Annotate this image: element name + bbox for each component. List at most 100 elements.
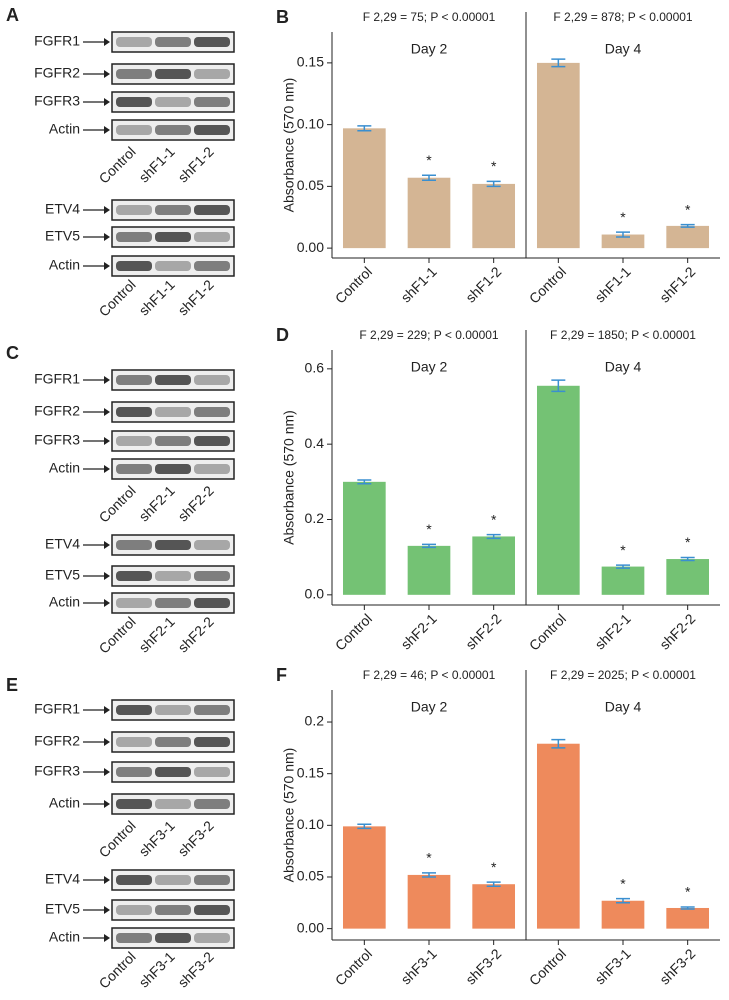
error-bar bbox=[486, 881, 501, 888]
protein-label: Actin bbox=[49, 121, 80, 137]
blot-band bbox=[155, 875, 191, 885]
blot-band bbox=[116, 540, 152, 550]
blot-band bbox=[155, 37, 191, 47]
lane-label: Control bbox=[96, 948, 139, 991]
blot-band bbox=[194, 125, 230, 135]
protein-label: FGFR1 bbox=[34, 371, 80, 387]
arrow-head bbox=[104, 408, 110, 416]
significance-mark: * bbox=[426, 521, 432, 537]
blot-band bbox=[194, 464, 230, 474]
x-tick-label: shF3-1 bbox=[398, 945, 440, 987]
bar bbox=[536, 62, 580, 249]
lane-label: shF1-2 bbox=[175, 143, 217, 185]
x-tick-label: shF1-2 bbox=[462, 263, 504, 305]
error-bar bbox=[357, 823, 372, 830]
lane-label: Control bbox=[96, 817, 139, 860]
bar bbox=[342, 481, 386, 595]
blot-band bbox=[155, 125, 191, 135]
blot-band bbox=[116, 205, 152, 215]
lane-label: shF3-2 bbox=[175, 817, 217, 859]
blot-band bbox=[155, 69, 191, 79]
lane-label: Control bbox=[96, 482, 139, 525]
bar bbox=[601, 900, 645, 929]
x-tick-label: Control bbox=[332, 263, 375, 306]
x-tick-label: Control bbox=[526, 945, 569, 988]
panel-label: A bbox=[6, 5, 19, 25]
blot-band bbox=[194, 540, 230, 550]
blot-band bbox=[155, 799, 191, 809]
protein-label: FGFR2 bbox=[34, 403, 80, 419]
y-tick-label: 0.10 bbox=[297, 816, 324, 832]
arrow-head bbox=[104, 126, 110, 134]
y-tick-label: 0.05 bbox=[297, 868, 324, 884]
arrow-head bbox=[104, 38, 110, 46]
arrow-head bbox=[104, 206, 110, 214]
bar bbox=[666, 559, 710, 595]
lane-label: shF3-1 bbox=[136, 948, 178, 990]
x-tick-label: Control bbox=[332, 610, 375, 653]
blot-band bbox=[116, 598, 152, 608]
arrow-head bbox=[104, 262, 110, 270]
significance-mark: * bbox=[426, 152, 432, 168]
blot-band bbox=[155, 261, 191, 271]
arrow-head bbox=[104, 906, 110, 914]
stats-label: F 2,29 = 878; P < 0.00001 bbox=[553, 10, 693, 24]
error-bar bbox=[680, 556, 695, 562]
x-tick-label: shF1-1 bbox=[398, 263, 440, 305]
y-axis-label: Absorbance (570 nm) bbox=[281, 78, 297, 213]
error-bar bbox=[616, 231, 630, 238]
blot-band bbox=[194, 261, 230, 271]
blot-band bbox=[116, 875, 152, 885]
blot-band bbox=[155, 540, 191, 550]
blot-band bbox=[155, 571, 191, 581]
arrow-head bbox=[104, 376, 110, 384]
blot-band bbox=[116, 767, 152, 777]
significance-mark: * bbox=[685, 534, 691, 550]
blot-band bbox=[116, 125, 152, 135]
blot-band bbox=[194, 232, 230, 242]
blot-band bbox=[194, 205, 230, 215]
blot-band bbox=[155, 598, 191, 608]
significance-mark: * bbox=[620, 209, 626, 225]
lane-label: shF2-1 bbox=[136, 482, 178, 524]
stats-label: F 2,29 = 75; P < 0.00001 bbox=[363, 10, 496, 24]
lane-label: shF1-1 bbox=[136, 143, 178, 185]
x-tick-label: shF3-2 bbox=[462, 945, 504, 987]
arrow-head bbox=[104, 465, 110, 473]
blot-band bbox=[194, 571, 230, 581]
error-bar bbox=[486, 533, 501, 540]
stats-label: F 2,29 = 229; P < 0.00001 bbox=[359, 328, 499, 342]
bar bbox=[472, 884, 516, 929]
protein-label: Actin bbox=[49, 594, 80, 610]
error-bar bbox=[551, 58, 566, 68]
x-tick-label: shF1-2 bbox=[656, 263, 698, 305]
blot-band bbox=[116, 464, 152, 474]
blot-band bbox=[155, 205, 191, 215]
bar bbox=[407, 545, 451, 595]
protein-label: FGFR3 bbox=[34, 432, 80, 448]
group-label: Day 4 bbox=[605, 41, 642, 57]
bar bbox=[407, 874, 451, 929]
significance-mark: * bbox=[491, 158, 497, 174]
lane-label: shF2-1 bbox=[136, 613, 178, 655]
protein-label: FGFR2 bbox=[34, 733, 80, 749]
blot-band bbox=[116, 69, 152, 79]
error-bar bbox=[616, 897, 630, 904]
protein-label: ETV5 bbox=[45, 567, 80, 583]
x-tick-label: shF1-1 bbox=[592, 263, 634, 305]
y-tick-label: 0.05 bbox=[297, 177, 324, 193]
blot-band bbox=[194, 933, 230, 943]
blot-band bbox=[116, 933, 152, 943]
blot-band bbox=[194, 407, 230, 417]
arrow-head bbox=[104, 706, 110, 714]
arrow-head bbox=[104, 876, 110, 884]
blot-band bbox=[194, 37, 230, 47]
significance-mark: * bbox=[685, 884, 691, 900]
protein-label: FGFR3 bbox=[34, 93, 80, 109]
blot-band bbox=[155, 407, 191, 417]
error-bar bbox=[357, 479, 372, 485]
y-tick-label: 0.2 bbox=[305, 510, 325, 526]
blot-band bbox=[116, 97, 152, 107]
protein-label: FGFR3 bbox=[34, 763, 80, 779]
group-label: Day 2 bbox=[411, 699, 448, 715]
